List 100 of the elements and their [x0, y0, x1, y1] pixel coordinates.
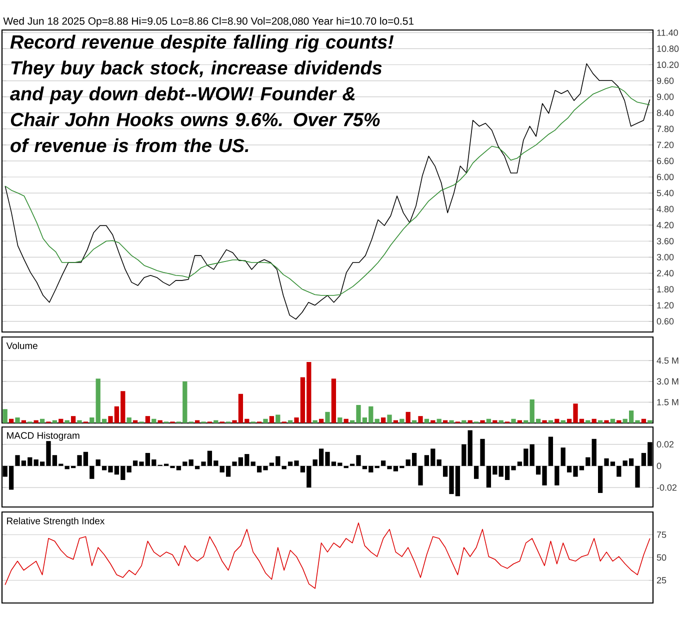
- bar: [145, 416, 150, 424]
- y-tick-label: 9.00: [656, 94, 674, 100]
- y-tick-label: 1.5 M: [657, 399, 678, 406]
- y-tick-label: 7.20: [656, 142, 674, 148]
- bar: [492, 420, 498, 424]
- bar: [58, 418, 64, 424]
- chart-title: MACD Histogram: [7, 432, 80, 441]
- bar: [393, 420, 398, 424]
- bar: [263, 418, 268, 424]
- bar: [560, 420, 566, 424]
- bar: [412, 420, 417, 424]
- bar: [486, 418, 492, 424]
- bar: [194, 466, 200, 470]
- bar: [442, 420, 448, 424]
- y-tick-label: 4.80: [656, 206, 674, 212]
- bar: [269, 416, 274, 424]
- y-tick-label: 6.00: [656, 174, 674, 180]
- y-tick-label: 8.40: [656, 110, 674, 116]
- y-tick-label: 3.60: [656, 238, 674, 244]
- bar: [586, 420, 590, 424]
- bar: [282, 466, 286, 470]
- bar: [325, 412, 330, 424]
- bar: [406, 412, 410, 424]
- bar: [374, 418, 380, 424]
- bar: [374, 466, 380, 468]
- bar: [400, 418, 404, 424]
- y-tick-label: 3.00: [656, 254, 674, 260]
- bar: [610, 418, 616, 424]
- y-tick-label: 10.20: [657, 62, 679, 68]
- bar: [462, 420, 466, 424]
- bar: [182, 462, 188, 466]
- y-tick-label: 0.02: [656, 441, 674, 448]
- bar: [52, 420, 58, 424]
- bar: [194, 420, 200, 424]
- y-tick-label: 5.40: [656, 190, 674, 196]
- bar: [449, 420, 454, 424]
- bar: [635, 466, 640, 488]
- bar: [616, 420, 622, 424]
- bar: [548, 420, 554, 424]
- annotation: Record revenue despite falling rig counts! They buy back stock, increase dividends and pay down debt--WOW! Founder & Chair John Hooks owns 9.6%. Over 75% of revenue is from the US.: [10, 34, 394, 152]
- bar: [598, 420, 603, 424]
- y-tick-label: 25: [656, 577, 666, 584]
- bar: [90, 466, 94, 479]
- bar: [214, 420, 218, 424]
- bar: [250, 462, 256, 466]
- text: Relative Strength Index: [7, 517, 105, 526]
- y-tick-label: 0.60: [656, 318, 674, 324]
- bar: [276, 414, 280, 424]
- bar: [511, 418, 516, 424]
- y-tick-label: 75: [656, 532, 666, 538]
- bar: [126, 466, 132, 472]
- y-tick-label: 1.80: [657, 286, 674, 292]
- bar: [530, 444, 534, 466]
- bar: [15, 417, 20, 424]
- bar: [40, 418, 45, 424]
- y-tick-label: 9.60: [656, 78, 674, 84]
- y-tick-label: 6.60: [656, 158, 674, 164]
- bar: [344, 418, 348, 424]
- bar: [430, 420, 436, 424]
- y-tick-label: 4.20: [656, 222, 674, 228]
- y-tick-label: -0.02: [656, 484, 677, 491]
- bar: [616, 466, 622, 477]
- bar: [188, 459, 194, 466]
- bar: [344, 466, 348, 468]
- y-tick-label: 4.5 M: [656, 357, 678, 364]
- y-tick-label: 3.0 M: [656, 378, 678, 385]
- bar: [338, 417, 342, 424]
- bar: [592, 418, 596, 424]
- bar: [312, 420, 318, 424]
- bar: [436, 459, 442, 466]
- bar: [436, 418, 442, 424]
- bar: [34, 420, 38, 424]
- bar: [21, 420, 26, 424]
- chart-title: Wed Jun 18 2025 Op=8.88 Hi=9.05 Lo=8.86 Cl=8.90 Vol=208,080 Year hi=10.70 lo=0.51: [3, 17, 414, 27]
- bar: [468, 430, 472, 466]
- bar: [498, 420, 504, 424]
- bar: [424, 418, 430, 424]
- bar: [64, 420, 70, 424]
- y-tick-label: 7.80: [656, 126, 674, 132]
- bar: [331, 378, 336, 424]
- bar: [77, 420, 82, 424]
- bar: [604, 420, 609, 424]
- bar: [560, 448, 566, 466]
- bar: [542, 420, 547, 424]
- bar: [586, 457, 590, 466]
- y-tick-label: 50: [656, 554, 666, 561]
- y-tick-label: 10.80: [657, 46, 679, 52]
- bar: [126, 417, 132, 424]
- bar: [641, 418, 646, 424]
- bar: [418, 416, 423, 424]
- bar: [288, 420, 293, 424]
- y-tick-label: 2.40: [656, 270, 674, 276]
- bar: [554, 418, 560, 424]
- bar: [96, 459, 100, 466]
- bar: [474, 466, 479, 479]
- bar: [462, 444, 466, 466]
- bar: [517, 420, 522, 424]
- bar: [152, 418, 156, 424]
- bar: [524, 420, 528, 424]
- bar: [480, 438, 485, 466]
